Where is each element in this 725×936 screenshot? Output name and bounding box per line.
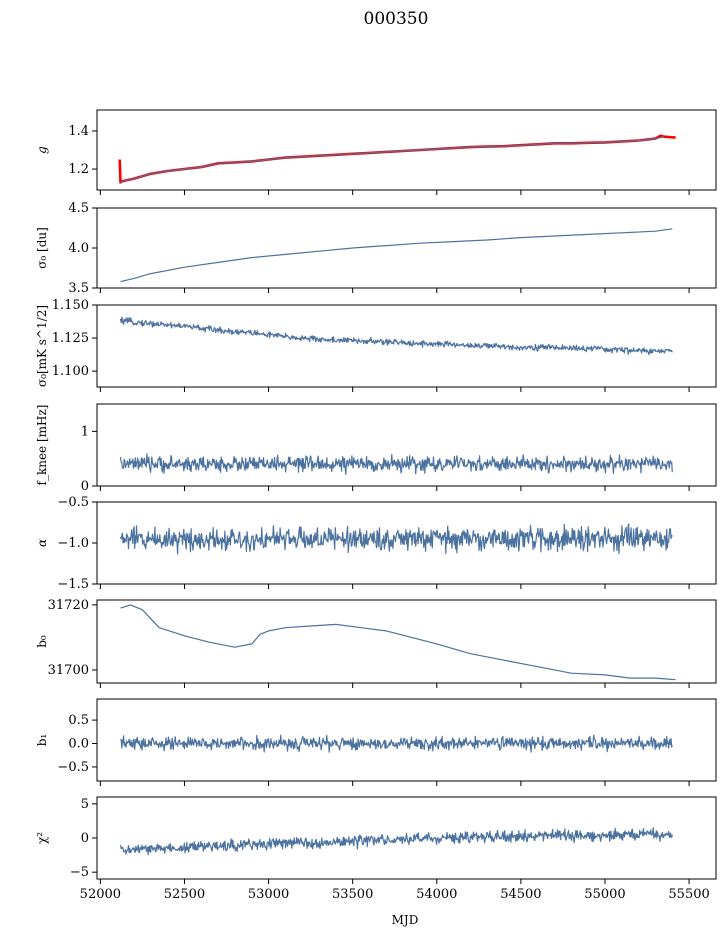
y-tick-label: 1.150 bbox=[52, 298, 89, 313]
series-line-chi2-data bbox=[119, 827, 673, 856]
axes-frame bbox=[96, 698, 717, 782]
y-axis-label: b₀ bbox=[35, 635, 49, 648]
y-tick-label: 0.0 bbox=[68, 737, 89, 752]
y-tick-label: 1.4 bbox=[68, 124, 89, 139]
axes-frame bbox=[96, 304, 717, 388]
panel-b1: −0.5 0.0 0.5 b₁ bbox=[35, 698, 717, 786]
axes-frame bbox=[96, 109, 717, 191]
x-tick-label: 55500 bbox=[668, 887, 709, 902]
axes-frame bbox=[96, 403, 717, 487]
panel-g: 1.2 1.4 g bbox=[35, 109, 717, 195]
y-tick-label: 1.125 bbox=[52, 331, 89, 346]
y-tick-label: 3.5 bbox=[68, 281, 89, 296]
series-line-b1-data bbox=[120, 734, 673, 753]
figure-title: 000350 bbox=[364, 9, 429, 29]
y-tick-label: 31700 bbox=[48, 663, 89, 678]
series-line-g-data bbox=[120, 136, 665, 183]
subplot-stack: 1.2 1.4 g 3.5 4.0 4.5 σ₀ [du] 1.100 1.125 1.150σ₀… bbox=[35, 109, 717, 902]
panel-fknee: 0 1 f_knee [mHz] bbox=[35, 403, 717, 494]
x-tick-label: 55000 bbox=[584, 887, 625, 902]
x-tick-label: 52000 bbox=[80, 887, 121, 902]
y-axis-label: σ₀[mK s^1/2] bbox=[35, 305, 49, 387]
x-tick-label: 53000 bbox=[248, 887, 289, 902]
panel-alpha: −1.5 −1.0 −0.5 α bbox=[35, 495, 717, 592]
axes-frame bbox=[96, 599, 717, 684]
y-tick-label: 4.5 bbox=[68, 201, 89, 216]
x-tick-label: 54500 bbox=[500, 887, 541, 902]
y-axis-label: b₁ bbox=[35, 734, 49, 747]
series-line-sigma0_mk-data bbox=[119, 316, 673, 356]
y-tick-label: 0.5 bbox=[68, 713, 89, 728]
y-tick-label: 5 bbox=[81, 797, 89, 812]
y-tick-label: 1.100 bbox=[52, 364, 89, 379]
y-axis-label: α bbox=[35, 539, 49, 547]
y-tick-label: 1.2 bbox=[68, 162, 89, 177]
series-line-b0-data bbox=[120, 604, 676, 681]
series-line-fknee-data bbox=[119, 453, 673, 475]
panel-sigma0: 3.5 4.0 4.5 σ₀ [du] bbox=[35, 201, 717, 296]
y-tick-label: −1.0 bbox=[57, 536, 89, 551]
y-tick-label: 0 bbox=[81, 479, 89, 494]
panel-chi2: −5 0 5 52000 52500 53000 53500 54000 54500 55000 5… bbox=[35, 796, 717, 902]
x-tick-label: 52500 bbox=[164, 887, 205, 902]
y-tick-label: −5 bbox=[70, 865, 89, 880]
x-axis-label: MJD bbox=[392, 913, 419, 927]
y-axis-label: g bbox=[35, 146, 49, 154]
y-tick-label: −0.5 bbox=[57, 760, 89, 775]
y-tick-label: 31720 bbox=[48, 598, 89, 613]
y-axis-label: χ² bbox=[35, 832, 49, 844]
panel-b0: 31700 31720 b₀ bbox=[35, 598, 717, 688]
y-axis-label: f_knee [mHz] bbox=[35, 405, 49, 486]
y-tick-label: 0 bbox=[81, 831, 89, 846]
y-tick-label: 1 bbox=[81, 424, 89, 439]
y-tick-label: 4.0 bbox=[68, 241, 89, 256]
x-tick-label: 53500 bbox=[332, 887, 373, 902]
y-tick-label: −0.5 bbox=[57, 495, 89, 510]
series-line-sigma0-data bbox=[120, 228, 673, 283]
y-tick-label: −1.5 bbox=[57, 577, 89, 592]
y-axis-label: σ₀ [du] bbox=[35, 227, 49, 269]
series-line-alpha-data bbox=[119, 523, 673, 555]
x-tick-label: 54000 bbox=[416, 887, 457, 902]
